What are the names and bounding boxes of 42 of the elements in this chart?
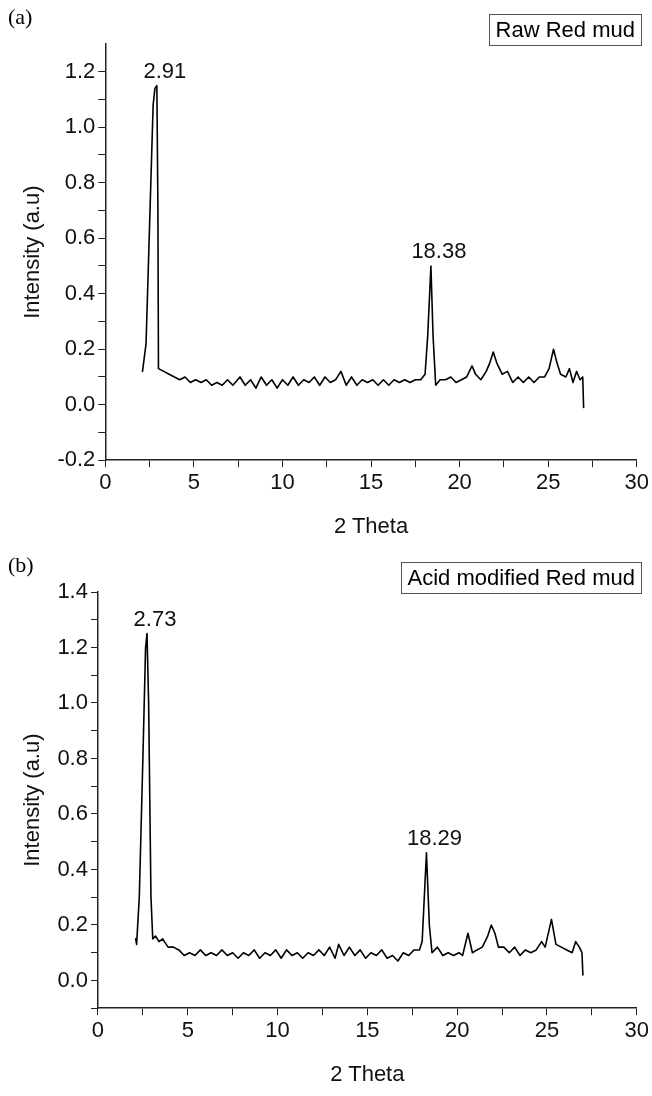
- y-tick-label: 0.8: [57, 744, 88, 770]
- y-tick-label: 1.2: [64, 57, 96, 83]
- y-tick-label: -0.2: [57, 446, 96, 472]
- y-tick-label: 0.6: [57, 800, 88, 826]
- y-tick-label: 1.2: [57, 633, 88, 659]
- x-axis-title: 2 Theta: [330, 1060, 406, 1086]
- x-tick-label: 30: [624, 469, 650, 495]
- annotation: 2.91: [143, 57, 187, 83]
- y-tick-label: 1.0: [64, 113, 96, 139]
- x-tick-label: 15: [358, 469, 384, 495]
- x-tick-label: 15: [355, 1017, 380, 1043]
- y-tick-label: 0.2: [64, 335, 96, 361]
- x-tick-label: 0: [91, 1017, 105, 1043]
- text: Raw Red mud: [488, 14, 642, 46]
- annotation: 2.73: [133, 605, 177, 631]
- chart-title: (a): [8, 4, 33, 30]
- x-tick-label: 25: [534, 1017, 560, 1043]
- y-tick-label: 1.0: [57, 689, 88, 715]
- y-tick-label: 0.0: [57, 966, 88, 992]
- y-tick-label: 1.4: [57, 578, 88, 604]
- y-axis-title: Intensity (a.u): [19, 185, 45, 319]
- x-tick-label: 5: [181, 1017, 194, 1043]
- y-tick-label: 0.0: [64, 390, 96, 416]
- y-axis-title: Intensity (a.u): [19, 733, 45, 867]
- x-axis-title: 2 Theta: [333, 512, 409, 538]
- y-tick-label: 0.4: [57, 855, 88, 881]
- x-tick-label: 5: [187, 469, 201, 495]
- x-tick-label: 20: [447, 469, 472, 495]
- y-tick-label: 0.8: [64, 168, 96, 194]
- text: Acid modified Red mud: [400, 562, 642, 594]
- y-tick-label: 0.2: [57, 911, 88, 937]
- chart-title: (b): [8, 552, 34, 578]
- y-tick-label: 0.6: [64, 224, 96, 250]
- y-tick-label: 0.4: [64, 279, 96, 305]
- annotation: 18.38: [411, 238, 467, 264]
- x-tick-label: 10: [270, 469, 295, 495]
- x-tick-label: 0: [99, 469, 112, 495]
- x-tick-label: 25: [535, 469, 561, 495]
- x-tick-label: 30: [624, 1017, 650, 1043]
- x-tick-label: 10: [265, 1017, 290, 1043]
- annotation: 18.29: [406, 824, 462, 850]
- x-tick-label: 20: [444, 1017, 470, 1043]
